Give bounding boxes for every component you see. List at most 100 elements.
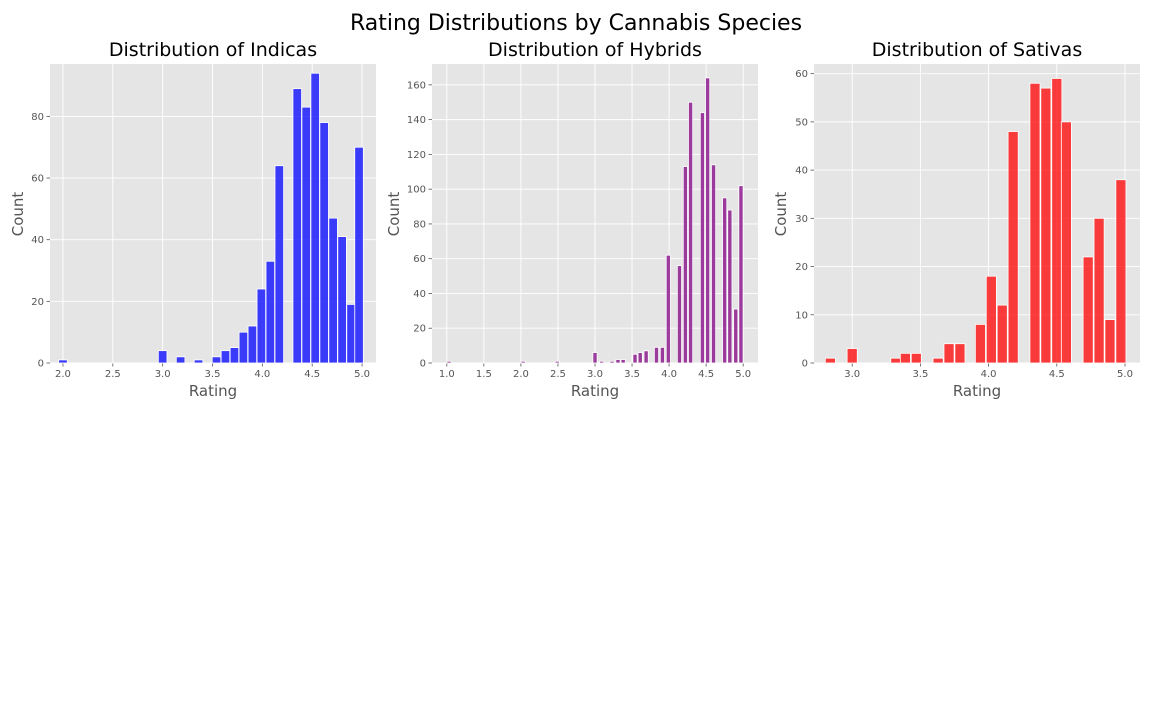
histogram-bar (58, 359, 68, 364)
histogram-bar (899, 352, 911, 364)
histogram-bar (974, 324, 986, 364)
x-tick-label: 1.5 (476, 369, 492, 380)
histogram-bar (1029, 82, 1041, 364)
histogram-bar (676, 265, 682, 364)
histogram-bar (705, 77, 711, 364)
x-axis-label: Rating (189, 382, 237, 400)
histogram-bar (711, 164, 717, 364)
y-tick-label: 80 (413, 219, 426, 230)
histogram-bar (722, 197, 728, 364)
histogram-bar (1093, 217, 1105, 364)
y-tick-label: 20 (413, 324, 426, 335)
chart-title: Distribution of Hybrids (488, 39, 702, 61)
chart-title: Distribution of Sativas (872, 39, 1082, 61)
histogram-bar (328, 217, 338, 364)
y-axis-label: Count (385, 192, 403, 237)
histogram-bar (996, 304, 1008, 364)
histogram-bar (932, 357, 944, 364)
x-tick-label: 4.5 (304, 369, 320, 380)
y-tick-label: 100 (407, 185, 426, 196)
histogram-bar (910, 352, 922, 364)
histogram-bar (665, 254, 671, 364)
histogram-bar (738, 185, 744, 364)
histogram-bar (643, 350, 649, 364)
tick-labels: 1.0 1.5 2.0 2.5 3.0 3.5 4.0 4.5 5.0 0 20 40 60 80 100 1… (407, 80, 751, 380)
histogram-bar (637, 352, 643, 364)
histogram-bar (354, 146, 364, 364)
y-tick-label: 160 (407, 80, 426, 91)
x-tick-label: 4.0 (661, 369, 677, 380)
histogram-bars (824, 78, 1127, 364)
histogram-bar (599, 360, 605, 364)
histogram-bar (554, 360, 560, 364)
histogram-bars (58, 72, 364, 364)
histogram-bar (653, 346, 660, 364)
x-tick-label: 3.5 (205, 369, 221, 380)
x-tick-label: 3.5 (624, 369, 640, 380)
chart-title: Distribution of Indicas (109, 39, 317, 61)
y-tick-label: 140 (407, 115, 426, 126)
tick-labels: 2.0 2.5 3.0 3.5 4.0 4.5 5.0 0 20 40 60 80 (31, 112, 370, 380)
chart-panel-indicas: 2.0 2.5 3.0 3.5 4.0 4.5 5.0 0 20 40 60 80 Distribut… (9, 39, 376, 400)
x-tick-label: 2.5 (550, 369, 566, 380)
histogram-bar (943, 343, 955, 364)
histogram-bar (1060, 121, 1072, 364)
figure-suptitle: Rating Distributions by Cannabis Species (350, 11, 802, 36)
histogram-bar (682, 166, 688, 364)
histogram-bar (1104, 319, 1116, 364)
histogram-bar (310, 72, 320, 364)
histogram-bar (301, 106, 311, 364)
histogram-bar (846, 348, 858, 364)
histogram-bar (688, 101, 694, 364)
histogram-bar (615, 359, 621, 364)
x-tick-label: 4.5 (1049, 369, 1065, 380)
y-tick-label: 80 (31, 112, 44, 123)
histogram-bar (733, 308, 739, 364)
x-tick-label: 5.0 (735, 369, 751, 380)
histogram-bar (620, 359, 626, 364)
histogram-bar (1040, 87, 1052, 364)
x-tick-label: 1.0 (439, 369, 455, 380)
histogram-bar (520, 360, 526, 364)
histogram-bar (175, 356, 186, 364)
histogram-bar (193, 359, 204, 364)
histogram-bar (727, 209, 733, 364)
y-tick-label: 60 (413, 254, 426, 265)
histogram-bar (890, 357, 902, 364)
y-tick-label: 20 (795, 262, 808, 273)
histogram-bar (220, 350, 231, 364)
y-tick-label: 120 (407, 150, 426, 161)
y-tick-label: 0 (420, 359, 426, 370)
x-tick-label: 2.5 (105, 369, 121, 380)
y-tick-label: 40 (31, 235, 44, 246)
histogram-bar (346, 304, 356, 364)
tick-labels: 3.0 3.5 4.0 4.5 5.0 0 10 20 30 40 50 60 (795, 69, 1133, 380)
y-axis-label: Count (9, 192, 27, 237)
histogram-bar (157, 350, 168, 364)
histogram-bar (609, 360, 615, 364)
y-tick-label: 60 (795, 69, 808, 80)
y-tick-label: 40 (413, 289, 426, 300)
x-tick-label: 4.5 (698, 369, 714, 380)
x-tick-label: 3.0 (587, 369, 603, 380)
histogram-bar (274, 165, 284, 364)
x-tick-label: 5.0 (1117, 369, 1133, 380)
histogram-bar (265, 260, 276, 364)
histogram-bar (632, 353, 638, 364)
histogram-bar (1007, 131, 1019, 364)
histogram-bar (1051, 78, 1063, 364)
y-tick-label: 10 (795, 310, 808, 321)
histogram-bar (1082, 256, 1094, 364)
chart-panel-hybrids: 1.0 1.5 2.0 2.5 3.0 3.5 4.0 4.5 5.0 0 20 40 60 80 100 1… (385, 39, 758, 400)
x-tick-label: 3.0 (155, 369, 171, 380)
histogram-bar (337, 236, 347, 364)
y-tick-label: 20 (31, 297, 44, 308)
x-axis-label: Rating (571, 382, 619, 400)
y-tick-label: 50 (795, 117, 808, 128)
x-tick-label: 5.0 (354, 369, 370, 380)
histogram-bar (659, 346, 665, 364)
y-tick-label: 60 (31, 174, 44, 185)
histogram-bar (824, 357, 836, 364)
y-tick-label: 0 (802, 359, 808, 370)
